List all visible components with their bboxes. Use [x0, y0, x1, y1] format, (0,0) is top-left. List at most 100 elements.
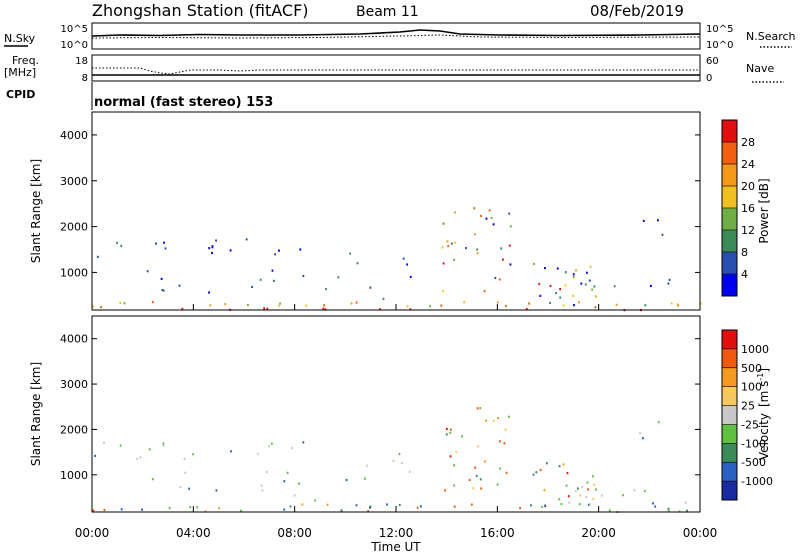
power-data-cell	[161, 288, 164, 292]
power-data-cell	[356, 262, 359, 265]
velocity-data-cell	[485, 419, 488, 422]
velocity-data-cell	[94, 454, 96, 457]
power-data-cell	[409, 275, 412, 279]
velocity-data-cell	[392, 459, 395, 462]
power-data-cell	[644, 304, 647, 307]
velocity-data-cell	[587, 503, 590, 506]
power-data-cell	[247, 304, 249, 307]
velocity-data-cell	[530, 504, 532, 507]
power-data-cell	[584, 283, 587, 286]
power-data-cell	[337, 276, 340, 279]
power-data-cell	[508, 244, 511, 247]
velocity-data-cell	[218, 507, 221, 510]
velocity-data-cell	[592, 497, 595, 501]
power-data-cell	[492, 223, 495, 226]
velocity-cbar-swatch	[722, 443, 737, 463]
velocity-data-cell	[230, 450, 232, 453]
date-label: 08/Feb/2019	[590, 2, 684, 20]
power-data-cell	[661, 233, 664, 236]
power-scatter-layer	[92, 207, 702, 312]
velocity-data-cell	[532, 473, 535, 476]
station-title: Zhongshan Station (fitACF)	[92, 1, 309, 20]
noise-search-line	[91, 34, 701, 39]
power-data-cell	[586, 271, 588, 274]
power-data-cell	[572, 273, 575, 276]
velocity-data-cell	[503, 442, 506, 445]
power-data-cell	[453, 258, 455, 261]
power-data-cell	[575, 269, 577, 272]
velocity-data-cell	[398, 503, 401, 507]
velocity-data-cell	[139, 456, 142, 459]
noise-right-tick-bottom: 10^0	[706, 40, 733, 51]
power-data-cell	[369, 286, 372, 289]
xtick-label: 12:00	[379, 526, 414, 540]
velocity-cbar-label: Velocity [m s-1]	[756, 368, 771, 460]
velocity-data-cell	[141, 508, 143, 511]
velocity-data-cell	[449, 455, 452, 458]
velocity-cbar-label-main: Velocity	[757, 413, 771, 460]
power-data-cell	[164, 247, 167, 250]
power-data-cell	[668, 278, 671, 281]
velocity-data-cell	[148, 448, 151, 451]
power-data-cell	[208, 291, 210, 294]
power-data-cell	[263, 307, 266, 310]
power-data-cell	[155, 242, 157, 245]
power-data-cell	[266, 307, 269, 310]
velocity-data-cell	[667, 507, 670, 510]
power-data-cell	[494, 276, 497, 280]
velocity-data-cell	[455, 450, 458, 453]
velocity-data-cell	[363, 477, 366, 480]
power-data-cell	[447, 245, 450, 248]
power-data-cell	[441, 246, 444, 249]
velocity-data-cell	[188, 487, 191, 490]
velocity-data-cell	[289, 505, 292, 508]
velocity-cbar-swatch	[722, 348, 737, 369]
power-data-cell	[271, 269, 274, 272]
power-data-cell	[500, 247, 503, 250]
velocity-data-cell	[562, 463, 565, 466]
power-data-cell	[539, 294, 542, 297]
noise-left-label: N.Sky	[4, 32, 36, 45]
velocity-data-cell	[492, 419, 495, 423]
velocity-data-cell	[293, 494, 296, 497]
cpid-label: CPID	[6, 88, 35, 101]
velocity-data-cell	[496, 483, 499, 486]
velocity-data-cell	[470, 503, 473, 506]
velocity-data-cell	[345, 478, 348, 482]
freq-right-tick-bottom: 0	[706, 73, 712, 84]
power-data-cell	[463, 301, 466, 304]
power-data-cell	[181, 307, 184, 310]
power-data-cell	[591, 288, 594, 291]
power-data-cell	[278, 249, 280, 252]
power-data-cell	[667, 282, 670, 285]
power-ytick-label: 1000	[60, 266, 88, 279]
velocity-data-cell	[558, 465, 561, 468]
power-data-cell	[251, 285, 254, 289]
power-data-cell	[302, 274, 305, 278]
power-cbar-swatch	[722, 142, 737, 165]
velocity-data-cell	[576, 487, 579, 490]
power-data-cell	[92, 305, 94, 308]
velocity-data-cell	[302, 441, 305, 444]
power-data-cell	[446, 240, 449, 243]
velocity-data-cell	[367, 510, 370, 513]
freq-label-1: Freq.	[12, 54, 39, 67]
velocity-data-cell	[480, 487, 483, 490]
velocity-panel-frame	[91, 315, 701, 513]
velocity-data-cell	[444, 489, 447, 492]
velocity-data-cell	[168, 507, 171, 510]
power-data-cell	[324, 308, 327, 311]
power-data-cell	[649, 284, 652, 288]
power-data-cell	[572, 294, 575, 297]
noise-right-label: N.Search	[746, 30, 796, 43]
velocity-data-cell	[639, 431, 641, 434]
power-data-cell	[279, 302, 281, 305]
velocity-data-cell	[505, 471, 508, 474]
power-data-cell	[259, 278, 262, 281]
velocity-data-cell	[398, 452, 401, 456]
power-data-cell	[322, 307, 325, 310]
velocity-data-cell	[401, 461, 403, 465]
velocity-cbar-swatch	[722, 424, 737, 444]
power-data-cell	[100, 305, 103, 309]
power-data-cell	[564, 271, 567, 274]
